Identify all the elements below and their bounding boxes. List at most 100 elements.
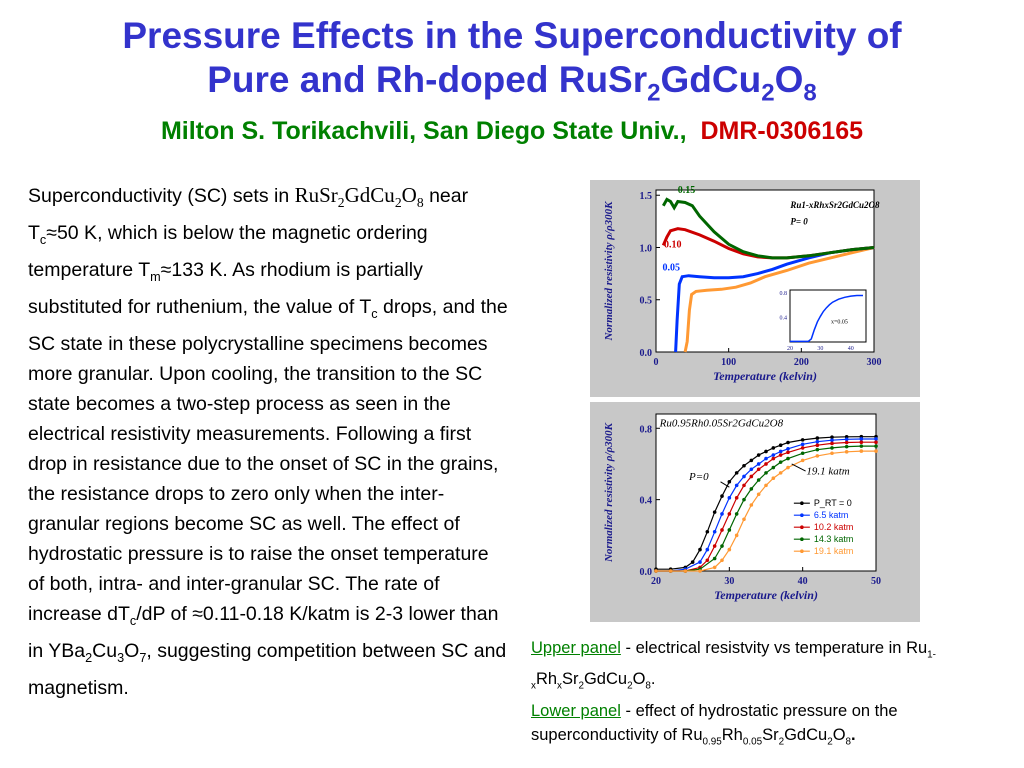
data-point xyxy=(749,503,754,507)
x-tick-label: 50 xyxy=(871,576,881,587)
data-point xyxy=(874,437,878,441)
inset-label: x=0.05 xyxy=(831,320,848,326)
legend-marker xyxy=(800,513,804,518)
data-point xyxy=(778,453,783,457)
data-point xyxy=(786,440,790,445)
lower-chart-panel: 20 30 40 50 0.0 0.4 0.8 Temperature (kelvin) Nor… xyxy=(590,402,920,622)
series-label: 0.15 xyxy=(678,185,696,196)
data-point xyxy=(742,463,746,468)
upper-panel-link[interactable]: Upper panel xyxy=(531,639,621,657)
formula-rusr2gdcu2o8: RuSr2GdCu2O8 xyxy=(294,183,424,211)
data-point xyxy=(734,471,739,475)
data-point xyxy=(844,440,849,445)
data-point xyxy=(720,558,724,563)
data-point xyxy=(705,529,710,534)
data-point xyxy=(698,547,702,552)
figure-caption: Upper panel - electrical resistvity vs t… xyxy=(531,639,936,747)
data-point xyxy=(874,440,878,444)
data-point xyxy=(771,476,776,481)
data-point xyxy=(720,528,724,532)
data-point xyxy=(756,478,761,482)
data-point xyxy=(712,565,717,570)
data-point xyxy=(844,444,849,449)
inset-plot-area xyxy=(789,289,867,343)
data-point xyxy=(815,439,820,444)
data-point xyxy=(830,441,834,446)
series-label: 0.05 xyxy=(663,262,681,273)
y-tick-label: 0.0 xyxy=(640,567,653,578)
y-tick-label: 0.4 xyxy=(640,496,653,507)
data-point xyxy=(778,471,783,475)
data-point xyxy=(771,446,776,450)
data-point xyxy=(720,494,724,498)
data-point xyxy=(830,435,834,439)
data-point xyxy=(830,446,834,450)
author-line: Milton S. Torikachvili, San Diego State … xyxy=(0,117,1024,146)
x-tick-label: 100 xyxy=(721,357,736,368)
data-point xyxy=(690,560,695,564)
data-point xyxy=(800,458,805,463)
data-point xyxy=(756,453,761,457)
data-point xyxy=(859,437,864,441)
y-tick-label: 0.8 xyxy=(640,424,653,435)
data-point xyxy=(815,436,820,440)
annotation-arrow xyxy=(791,463,806,472)
x-tick-label: 40 xyxy=(798,576,808,587)
data-point xyxy=(749,458,754,463)
data-point xyxy=(742,517,746,522)
lower-pressure-chart: 20 30 40 50 0.0 0.4 0.8 Temperature (kelvin) Nor… xyxy=(603,413,881,602)
lower-panel-link[interactable]: Lower panel xyxy=(531,701,621,720)
series-line xyxy=(683,246,875,353)
legend-marker xyxy=(800,549,804,554)
data-point xyxy=(800,451,805,456)
inset-x-tick-label: 20 xyxy=(787,346,793,352)
data-point xyxy=(720,512,724,516)
upper-resistivity-chart: 0 100 200 300 0.0 0.5 1.0 1.5 Temperature (kelvi… xyxy=(603,185,882,383)
data-point xyxy=(712,556,717,561)
data-point xyxy=(844,437,849,442)
data-point xyxy=(815,447,820,452)
legend-marker xyxy=(800,537,804,542)
data-point xyxy=(698,560,702,564)
y-tick-label: 1.5 xyxy=(640,191,653,202)
grant-number: DMR-0306165 xyxy=(700,117,864,145)
data-point xyxy=(764,456,768,461)
series-line xyxy=(656,441,876,572)
series-label: 0.10 xyxy=(664,239,682,250)
data-point xyxy=(668,569,673,573)
data-point xyxy=(712,510,717,514)
data-point xyxy=(874,444,878,448)
data-point xyxy=(734,483,739,488)
x-axis-label: Temperature (kelvin) xyxy=(713,369,817,383)
legend-entry: 10.2 katm xyxy=(814,522,854,532)
legend-marker xyxy=(800,501,804,506)
upper-chart-panel: 0 100 200 300 0.0 0.5 1.0 1.5 Temperature (kelvi… xyxy=(590,180,920,397)
annotation-19-1-katm: 19.1 katm xyxy=(806,466,849,478)
data-point xyxy=(742,483,746,488)
data-point xyxy=(705,547,710,552)
data-point xyxy=(764,462,768,466)
slide-title-line1: Pressure Effects in the Superconductivit… xyxy=(122,15,902,56)
data-point xyxy=(830,438,834,443)
data-point xyxy=(705,558,710,563)
y-axis-label: Normalized resistivity ρ/ρ300K xyxy=(603,422,615,563)
y-axis-label: Normalized resistivity ρ/ρ300K xyxy=(603,201,615,342)
series-line xyxy=(661,197,875,260)
legend-entry: 19.1 katm xyxy=(814,546,854,556)
legend-marker xyxy=(800,525,804,530)
inset-x-tick-label: 40 xyxy=(848,346,854,352)
inset-x-tick-label: 30 xyxy=(817,346,823,352)
data-point xyxy=(756,467,761,472)
data-point xyxy=(712,544,717,548)
data-point xyxy=(720,544,724,548)
data-point xyxy=(749,474,754,479)
data-point xyxy=(756,462,761,466)
data-point xyxy=(764,471,768,475)
y-tick-label: 0.0 xyxy=(640,348,653,359)
data-point xyxy=(727,479,732,484)
x-tick-label: 200 xyxy=(794,357,809,368)
data-point xyxy=(844,450,849,454)
legend-entry: 14.3 katm xyxy=(814,534,854,544)
data-point xyxy=(815,443,820,448)
data-point xyxy=(844,435,849,439)
